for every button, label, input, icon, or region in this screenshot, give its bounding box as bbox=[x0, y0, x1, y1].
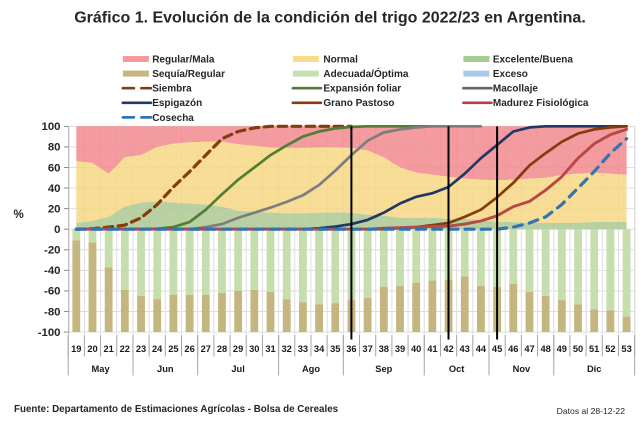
svg-text:40: 40 bbox=[48, 183, 61, 195]
svg-text:34: 34 bbox=[314, 344, 325, 354]
svg-text:Macollaje: Macollaje bbox=[493, 84, 538, 95]
svg-text:45: 45 bbox=[492, 344, 502, 354]
svg-text:Grano Pastoso: Grano Pastoso bbox=[323, 98, 394, 109]
svg-text:0: 0 bbox=[54, 224, 60, 236]
svg-text:100: 100 bbox=[41, 121, 60, 133]
svg-text:38: 38 bbox=[379, 344, 389, 354]
svg-text:39: 39 bbox=[395, 344, 405, 354]
svg-text:-20: -20 bbox=[44, 245, 60, 257]
svg-text:Cosecha: Cosecha bbox=[152, 113, 194, 124]
svg-text:-80: -80 bbox=[44, 306, 60, 318]
svg-text:Madurez Fisiológica: Madurez Fisiológica bbox=[493, 98, 589, 109]
svg-text:42: 42 bbox=[443, 344, 453, 354]
svg-text:50: 50 bbox=[573, 344, 583, 354]
svg-text:26: 26 bbox=[184, 344, 194, 354]
svg-text:23: 23 bbox=[136, 344, 146, 354]
svg-text:21: 21 bbox=[104, 344, 114, 354]
svg-text:Excelente/Buena: Excelente/Buena bbox=[493, 54, 573, 65]
svg-text:80: 80 bbox=[48, 142, 61, 154]
svg-text:22: 22 bbox=[120, 344, 130, 354]
svg-text:%: % bbox=[14, 209, 24, 221]
svg-text:35: 35 bbox=[330, 344, 340, 354]
svg-text:44: 44 bbox=[476, 344, 487, 354]
svg-text:52: 52 bbox=[605, 344, 615, 354]
svg-text:29: 29 bbox=[233, 344, 243, 354]
svg-text:Regular/Mala: Regular/Mala bbox=[152, 54, 215, 65]
svg-text:49: 49 bbox=[557, 344, 567, 354]
svg-text:Espigazón: Espigazón bbox=[152, 98, 202, 109]
svg-text:Fuente: Departamento de Estima: Fuente: Departamento de Estimaciones Agr… bbox=[14, 404, 339, 415]
svg-text:33: 33 bbox=[298, 344, 308, 354]
svg-text:43: 43 bbox=[460, 344, 470, 354]
svg-text:27: 27 bbox=[201, 344, 211, 354]
svg-text:37: 37 bbox=[362, 344, 372, 354]
svg-text:25: 25 bbox=[168, 344, 178, 354]
svg-text:Expansión foliar: Expansión foliar bbox=[323, 84, 401, 95]
svg-text:41: 41 bbox=[427, 344, 437, 354]
svg-text:47: 47 bbox=[524, 344, 534, 354]
svg-text:Ago: Ago bbox=[302, 364, 320, 374]
svg-text:24: 24 bbox=[152, 344, 163, 354]
svg-text:28: 28 bbox=[217, 344, 227, 354]
svg-text:36: 36 bbox=[346, 344, 356, 354]
svg-text:51: 51 bbox=[589, 344, 599, 354]
svg-text:Oct: Oct bbox=[449, 364, 465, 374]
svg-text:May: May bbox=[92, 364, 111, 374]
svg-text:20: 20 bbox=[87, 344, 97, 354]
svg-text:Datos al 28-12-22: Datos al 28-12-22 bbox=[557, 406, 626, 416]
svg-text:-60: -60 bbox=[44, 286, 60, 298]
svg-text:48: 48 bbox=[541, 344, 551, 354]
svg-text:20: 20 bbox=[48, 203, 61, 215]
svg-text:Normal: Normal bbox=[323, 54, 358, 65]
svg-text:Sequía/Regular: Sequía/Regular bbox=[152, 69, 225, 80]
svg-text:-40: -40 bbox=[44, 265, 60, 277]
svg-text:53: 53 bbox=[621, 344, 631, 354]
svg-text:Nov: Nov bbox=[513, 364, 531, 374]
svg-text:Jul: Jul bbox=[231, 364, 244, 374]
svg-text:30: 30 bbox=[249, 344, 259, 354]
svg-text:31: 31 bbox=[265, 344, 275, 354]
svg-text:Siembra: Siembra bbox=[152, 84, 192, 95]
svg-text:Gráfico 1. Evolución de la con: Gráfico 1. Evolución de la condición del… bbox=[74, 10, 586, 27]
svg-text:Jun: Jun bbox=[157, 364, 174, 374]
svg-text:60: 60 bbox=[48, 162, 61, 174]
svg-text:19: 19 bbox=[71, 344, 81, 354]
svg-text:40: 40 bbox=[411, 344, 421, 354]
svg-text:Exceso: Exceso bbox=[493, 69, 528, 80]
svg-text:32: 32 bbox=[282, 344, 292, 354]
svg-text:Sep: Sep bbox=[375, 364, 392, 374]
svg-text:46: 46 bbox=[508, 344, 518, 354]
svg-text:Adecuada/Óptima: Adecuada/Óptima bbox=[323, 67, 408, 80]
svg-text:-100: -100 bbox=[38, 327, 61, 339]
svg-text:Dic: Dic bbox=[587, 364, 601, 374]
